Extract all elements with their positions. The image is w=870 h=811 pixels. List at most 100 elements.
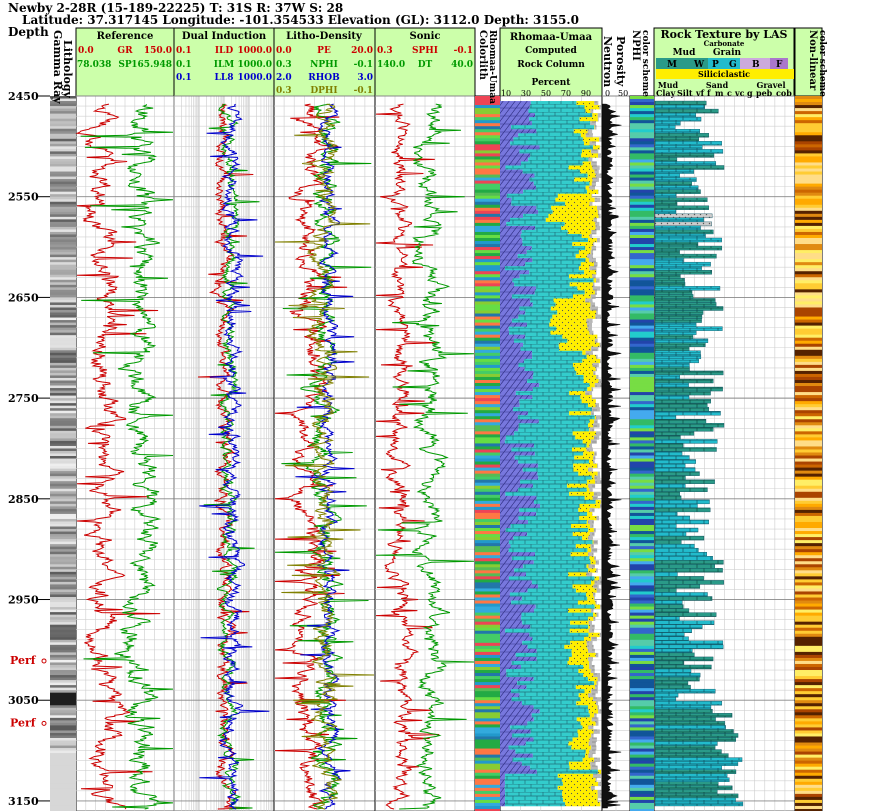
rock-column-segment [520, 233, 582, 239]
colorlith-band [475, 458, 500, 463]
colorlith-band [475, 346, 500, 351]
nphi-band [630, 458, 654, 463]
rock-column-segment [585, 258, 589, 263]
lithology-band [50, 471, 76, 475]
lithology-band [50, 727, 76, 731]
colorlith-band [475, 636, 500, 641]
colorlith-band [475, 654, 500, 659]
nonlinear-band [795, 395, 822, 399]
texture-bar [654, 153, 715, 158]
lithology-band [50, 184, 76, 188]
nonlinear-band [795, 666, 822, 671]
nphi-band [630, 259, 654, 263]
rock-column-segment [500, 701, 523, 706]
rock-column-segment [591, 689, 598, 694]
lithology-band [50, 216, 76, 220]
colorlith-band [475, 328, 500, 333]
colorlith-band [475, 778, 500, 783]
rock-column-segment [500, 628, 506, 634]
rock-column-segment [593, 612, 597, 617]
colorlith-band [475, 389, 500, 393]
lithology-band [50, 294, 76, 298]
rock-column-segment [500, 362, 519, 368]
lithology-band [50, 743, 76, 747]
depth-tick-label: 2450 [8, 90, 39, 103]
rock-column-segment [595, 652, 599, 658]
nonlinear-band [795, 561, 822, 565]
pe-curve [274, 103, 348, 810]
colorlith-band [475, 676, 500, 680]
lithology-band [50, 493, 76, 497]
rock-column-segment [511, 600, 578, 605]
lithology-band [50, 491, 76, 495]
nphi-band [630, 189, 654, 194]
lithology-band [50, 589, 76, 593]
nphi-band [630, 521, 654, 526]
nphi-band [630, 404, 654, 408]
nphi-band [630, 147, 654, 151]
lithology-band [50, 377, 76, 381]
depth-tick-label: 2850 [8, 493, 39, 506]
carb-f: F [776, 60, 783, 70]
rock-column-segment [577, 600, 596, 605]
nphi-band [630, 440, 654, 444]
rock-column-segment [500, 113, 536, 118]
colorlith-band [475, 537, 500, 541]
rock-column-segment [576, 701, 597, 706]
lithology-band [50, 123, 76, 127]
rock-column-segment [596, 431, 601, 436]
rock-column-segment [600, 604, 602, 609]
colorlith-band [475, 618, 500, 623]
rock-column-segment [500, 785, 505, 791]
lithology-band [50, 284, 76, 288]
lithology-band [50, 408, 76, 412]
rock-column-segment [532, 753, 586, 758]
rock-column-segment [578, 733, 592, 738]
rock-column-segment [505, 165, 569, 170]
rock-column-segment [537, 471, 579, 476]
nphi-band [630, 606, 654, 611]
lithology-band [50, 171, 76, 175]
nphi-band [630, 491, 654, 496]
lithology-band [50, 299, 76, 303]
rock-column-segment [591, 733, 594, 738]
lithology-band [50, 211, 76, 215]
rock-column-segment [522, 701, 577, 706]
lithology-band [50, 677, 76, 681]
rock-column-segment [594, 415, 597, 420]
nonlinear-band [795, 346, 822, 351]
lithology-band [50, 136, 76, 140]
rock-column-segment [593, 217, 597, 223]
carb-p-box [708, 58, 724, 69]
texture-bar [654, 523, 677, 529]
lithology-band [50, 768, 76, 772]
rock-column-segment [500, 237, 523, 243]
nphi-band [630, 386, 654, 390]
texture-bar [654, 491, 680, 496]
nonlinear-band [795, 431, 822, 435]
colorlith-band [475, 401, 500, 405]
rock-column-segment [500, 600, 512, 605]
rock-column-segment [519, 306, 551, 311]
nonlinear-band [795, 742, 822, 747]
rock-column-segment [589, 556, 595, 561]
lithology-band [50, 476, 76, 480]
nphi-band [630, 485, 654, 490]
rock-column-segment [589, 443, 592, 448]
texture-bar [654, 616, 680, 621]
colorlith-band [475, 174, 500, 179]
nonlinear-band [795, 597, 822, 602]
rock-column-segment [596, 278, 600, 283]
rock-column-segment [511, 447, 573, 452]
nphi-band [630, 213, 654, 218]
lithology-band [50, 803, 76, 807]
texture-bar [654, 785, 733, 791]
colorlith-band [475, 552, 500, 556]
colorlith-band [475, 437, 500, 441]
lithology-band [50, 584, 76, 588]
rock-column-segment [593, 773, 601, 779]
nonlinear-band [795, 165, 822, 170]
rock-column-segment [500, 342, 524, 348]
nphi-band [630, 256, 654, 260]
rock-column-segment [500, 133, 519, 138]
